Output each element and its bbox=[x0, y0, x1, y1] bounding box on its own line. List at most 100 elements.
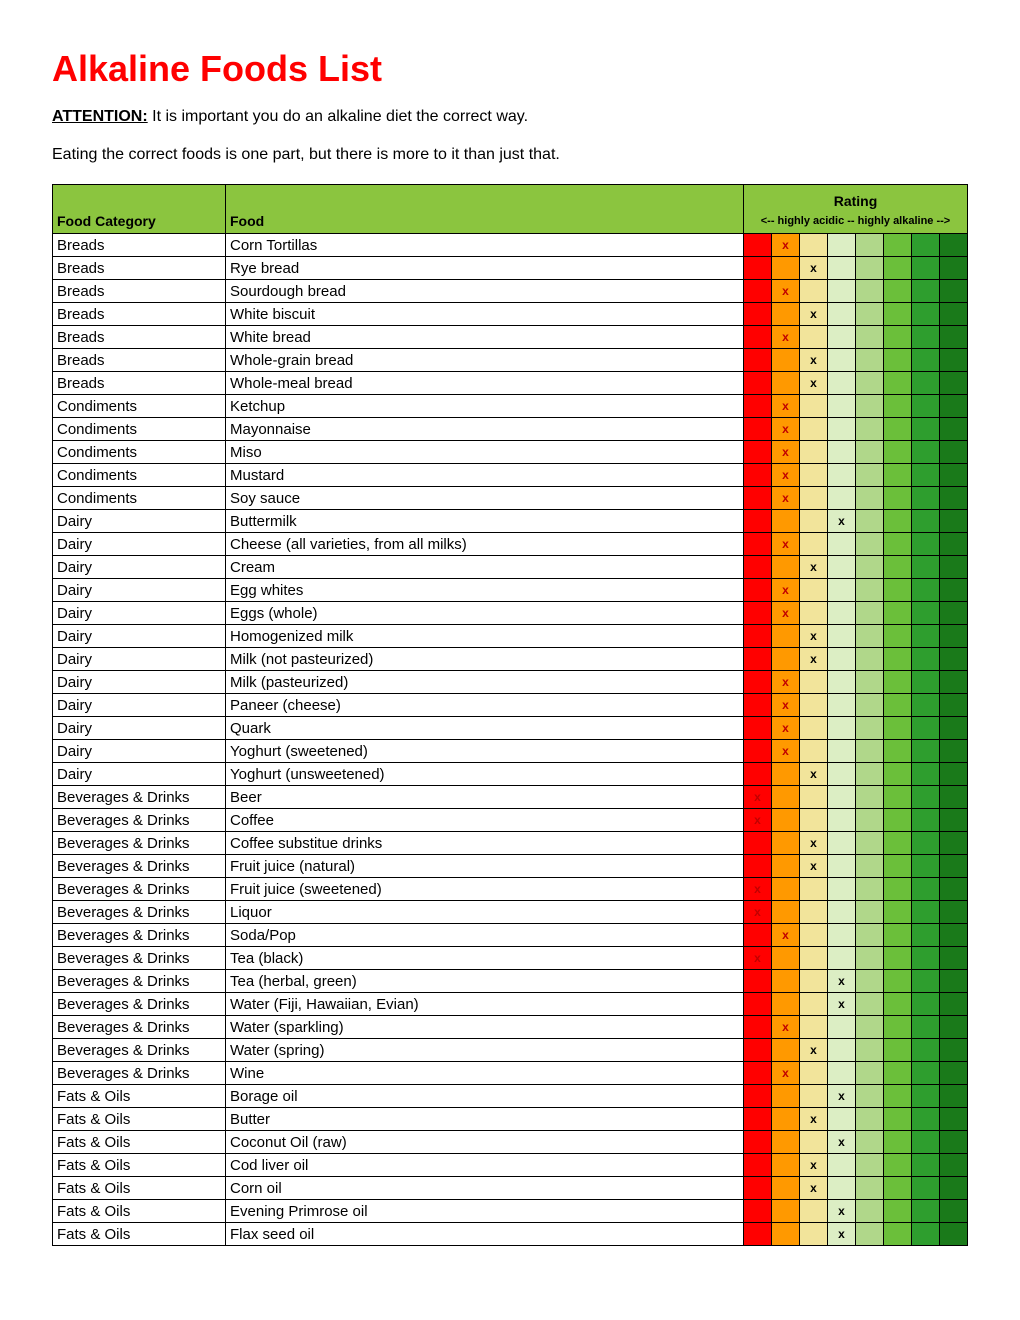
rating-cell bbox=[772, 1131, 800, 1154]
rating-cell bbox=[940, 694, 968, 717]
cell-food: Egg whites bbox=[226, 579, 744, 602]
table-row: Beverages & DrinksTea (herbal, green)x bbox=[53, 970, 968, 993]
rating-cell: x bbox=[800, 625, 828, 648]
cell-category: Fats & Oils bbox=[53, 1223, 226, 1246]
rating-cell bbox=[828, 234, 856, 257]
rating-cell bbox=[744, 1085, 772, 1108]
rating-cell bbox=[856, 533, 884, 556]
rating-cell bbox=[884, 1200, 912, 1223]
cell-food: Mayonnaise bbox=[226, 418, 744, 441]
rating-cell bbox=[744, 740, 772, 763]
cell-category: Fats & Oils bbox=[53, 1200, 226, 1223]
rating-mark: x bbox=[782, 330, 789, 344]
rating-cell bbox=[828, 257, 856, 280]
rating-cell bbox=[856, 418, 884, 441]
rating-cell bbox=[828, 901, 856, 924]
rating-cell: x bbox=[800, 303, 828, 326]
table-row: Fats & OilsEvening Primrose oilx bbox=[53, 1200, 968, 1223]
rating-cell bbox=[940, 257, 968, 280]
rating-cell bbox=[940, 832, 968, 855]
rating-cell bbox=[912, 1085, 940, 1108]
rating-cell bbox=[744, 993, 772, 1016]
rating-cell bbox=[884, 625, 912, 648]
rating-cell: x bbox=[772, 694, 800, 717]
rating-cell bbox=[744, 671, 772, 694]
rating-cell bbox=[912, 855, 940, 878]
rating-cell bbox=[772, 1085, 800, 1108]
cell-food: Cheese (all varieties, from all milks) bbox=[226, 533, 744, 556]
rating-cell bbox=[884, 464, 912, 487]
rating-cell bbox=[744, 441, 772, 464]
cell-category: Dairy bbox=[53, 602, 226, 625]
rating-cell bbox=[856, 1177, 884, 1200]
rating-cell bbox=[884, 855, 912, 878]
cell-category: Dairy bbox=[53, 671, 226, 694]
rating-cell bbox=[912, 510, 940, 533]
rating-cell bbox=[940, 648, 968, 671]
rating-cell bbox=[744, 832, 772, 855]
rating-cell bbox=[912, 717, 940, 740]
cell-food: Coconut Oil (raw) bbox=[226, 1131, 744, 1154]
cell-food: Eggs (whole) bbox=[226, 602, 744, 625]
rating-cell bbox=[912, 763, 940, 786]
cell-category: Beverages & Drinks bbox=[53, 1016, 226, 1039]
rating-cell bbox=[744, 1223, 772, 1246]
cell-category: Dairy bbox=[53, 648, 226, 671]
rating-cell: x bbox=[772, 579, 800, 602]
rating-mark: x bbox=[838, 997, 845, 1011]
header-blank-cat bbox=[53, 185, 226, 210]
rating-cell bbox=[856, 809, 884, 832]
rating-cell bbox=[828, 533, 856, 556]
rating-mark: x bbox=[782, 606, 789, 620]
rating-cell bbox=[884, 1177, 912, 1200]
table-row: Beverages & DrinksFruit juice (sweetened… bbox=[53, 878, 968, 901]
rating-cell: x bbox=[744, 786, 772, 809]
rating-cell bbox=[800, 441, 828, 464]
rating-cell: x bbox=[800, 763, 828, 786]
rating-cell: x bbox=[828, 1200, 856, 1223]
cell-category: Beverages & Drinks bbox=[53, 1039, 226, 1062]
cell-food: White bread bbox=[226, 326, 744, 349]
attention-line: ATTENTION: It is important you do an alk… bbox=[52, 108, 968, 126]
header-food: Food bbox=[226, 209, 744, 234]
rating-cell bbox=[940, 1039, 968, 1062]
rating-cell bbox=[744, 510, 772, 533]
rating-cell: x bbox=[772, 1016, 800, 1039]
rating-cell bbox=[744, 1039, 772, 1062]
cell-food: Mustard bbox=[226, 464, 744, 487]
rating-cell bbox=[800, 395, 828, 418]
rating-cell bbox=[884, 579, 912, 602]
rating-cell bbox=[744, 349, 772, 372]
rating-cell bbox=[856, 510, 884, 533]
table-row: DairyHomogenized milkx bbox=[53, 625, 968, 648]
table-row: DairyEggs (whole) x bbox=[53, 602, 968, 625]
rating-cell bbox=[856, 234, 884, 257]
rating-cell bbox=[828, 1062, 856, 1085]
rating-cell bbox=[940, 855, 968, 878]
rating-cell bbox=[884, 326, 912, 349]
cell-category: Dairy bbox=[53, 694, 226, 717]
rating-cell: x bbox=[772, 418, 800, 441]
rating-cell bbox=[800, 993, 828, 1016]
rating-cell bbox=[772, 556, 800, 579]
rating-cell bbox=[912, 418, 940, 441]
rating-cell bbox=[884, 510, 912, 533]
rating-cell bbox=[800, 694, 828, 717]
header-blank-food bbox=[226, 185, 744, 210]
rating-cell bbox=[828, 372, 856, 395]
rating-cell bbox=[940, 1154, 968, 1177]
rating-cell bbox=[828, 924, 856, 947]
rating-mark: x bbox=[782, 583, 789, 597]
rating-cell: x bbox=[772, 234, 800, 257]
table-row: Beverages & DrinksWater (Fiji, Hawaiian,… bbox=[53, 993, 968, 1016]
rating-cell bbox=[884, 832, 912, 855]
rating-cell bbox=[856, 1200, 884, 1223]
rating-cell bbox=[856, 1131, 884, 1154]
rating-cell bbox=[940, 234, 968, 257]
rating-cell: x bbox=[800, 1108, 828, 1131]
rating-cell: x bbox=[772, 740, 800, 763]
table-row: BreadsSourdough breadx bbox=[53, 280, 968, 303]
rating-cell bbox=[940, 579, 968, 602]
rating-cell bbox=[912, 234, 940, 257]
rating-cell bbox=[856, 372, 884, 395]
